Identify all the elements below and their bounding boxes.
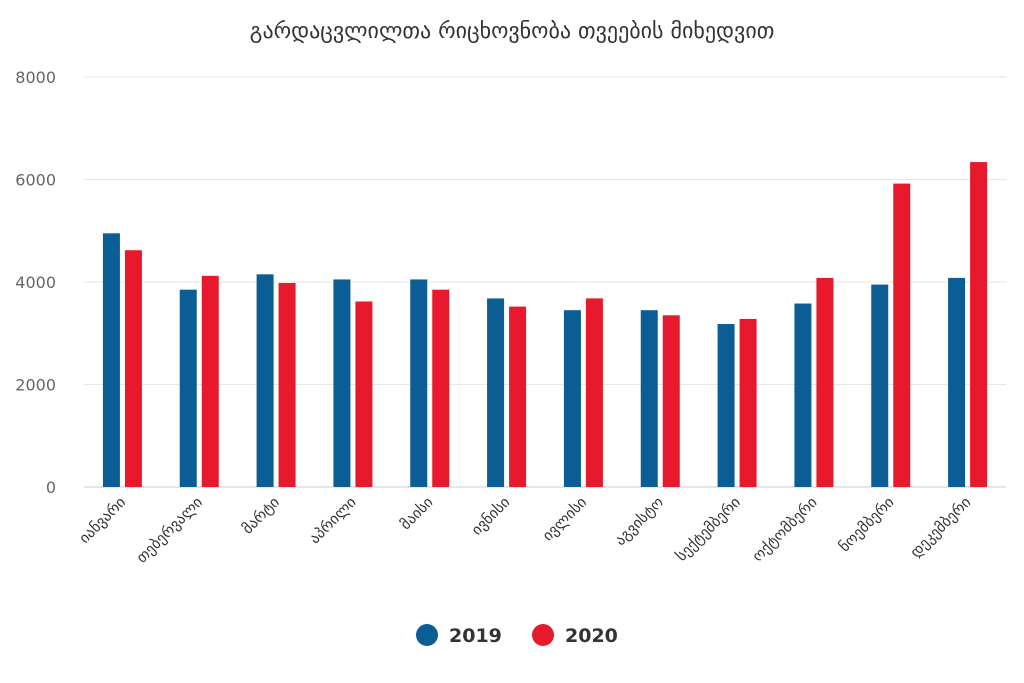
x-tick-label: ივნისი: [468, 493, 514, 539]
x-axis: იანვარი თებერვალი მარტი აპრილი მაისი ივნისი ივ…: [75, 493, 974, 567]
legend-label: 2019: [449, 625, 502, 647]
y-tick-label: 6000: [15, 171, 56, 190]
y-axis: 0 2000 4000 6000 8000: [15, 68, 56, 497]
x-tick-label: დეკემბერი: [906, 493, 974, 561]
bar-2019-7[interactable]: [640, 310, 658, 487]
bar-2019-4[interactable]: [410, 279, 428, 487]
bar-2019-1[interactable]: [179, 289, 197, 487]
y-tick-label: 8000: [15, 68, 56, 87]
bar-2020-2[interactable]: [278, 283, 296, 487]
bar-2020-7[interactable]: [662, 315, 680, 487]
x-tick-label: მარტი: [238, 493, 283, 538]
legend-item-2019[interactable]: 2019: [416, 624, 502, 647]
bar-2019-10[interactable]: [871, 284, 889, 487]
x-tick-label: იანვარი: [75, 493, 129, 547]
bar-2019-8[interactable]: [717, 324, 735, 487]
bar-2020-4[interactable]: [432, 289, 450, 487]
y-tick-label: 4000: [15, 273, 56, 292]
legend-item-2020[interactable]: 2020: [532, 624, 618, 647]
bar-2020-10[interactable]: [893, 183, 911, 487]
legend-marker: [416, 624, 438, 646]
legend-label: 2020: [565, 625, 618, 647]
bar-2019-6[interactable]: [563, 310, 581, 487]
bars: [102, 162, 988, 487]
legend[interactable]: 2019 2020: [416, 624, 618, 647]
bar-2019-2[interactable]: [256, 274, 274, 487]
bar-2019-9[interactable]: [794, 303, 812, 487]
x-tick-label: აპრილი: [306, 493, 360, 547]
bar-2020-11[interactable]: [970, 162, 988, 487]
bar-2020-9[interactable]: [816, 277, 834, 487]
x-tick-label: სექტემბერი: [672, 493, 744, 565]
y-tick-label: 2000: [15, 376, 56, 395]
bar-2020-0[interactable]: [124, 250, 142, 487]
bar-2020-6[interactable]: [585, 298, 603, 487]
x-tick-label: ოქტომბერი: [749, 493, 821, 565]
x-tick-label: თებერვალი: [133, 493, 207, 567]
x-tick-label: აგვისტო: [611, 493, 667, 549]
legend-marker: [532, 624, 554, 646]
x-tick-label: ივლისი: [539, 493, 591, 545]
bar-2020-3[interactable]: [355, 301, 373, 487]
chart-title: გარდაცვლილთა რიცხოვნობა თვეების მიხედვით: [250, 19, 775, 44]
bar-2020-1[interactable]: [201, 275, 219, 487]
bar-2020-8[interactable]: [739, 318, 757, 487]
x-tick-label: ნოემბერი: [835, 493, 898, 556]
bar-2019-5[interactable]: [487, 298, 505, 487]
y-tick-label: 0: [46, 478, 56, 497]
bar-2019-11[interactable]: [948, 277, 966, 487]
bar-2020-5[interactable]: [509, 306, 527, 487]
bar-2019-3[interactable]: [333, 279, 351, 487]
gridlines: [84, 76, 1006, 488]
x-tick-label: მაისი: [396, 493, 436, 533]
bar-2019-0[interactable]: [102, 233, 120, 487]
